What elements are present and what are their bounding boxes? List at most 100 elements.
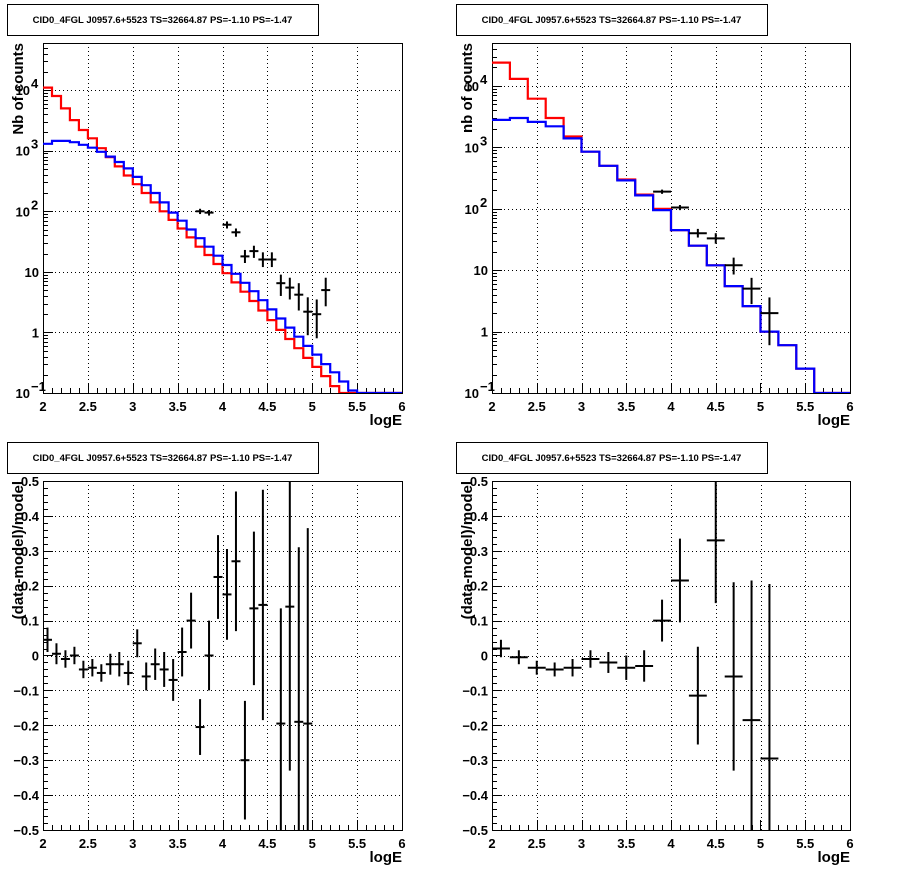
axis-ticks <box>43 481 403 831</box>
chart-panel-1: CID0_4FGL J0957.6+5523 TS=32664.87 PS=-1… <box>7 4 406 429</box>
chart-title: CID0_4FGL J0957.6+5523 TS=32664.87 PS=-1… <box>33 15 293 26</box>
y-tick-exponent: 2 <box>31 197 38 212</box>
y-tick-label: −0.2 <box>13 718 39 733</box>
data-point <box>69 646 79 665</box>
x-tick-label: 5 <box>309 399 316 414</box>
data-point <box>653 599 671 642</box>
data-point <box>231 228 241 237</box>
x-tick-label: 4.5 <box>707 836 725 851</box>
y-tick-label: −0.4 <box>13 788 39 803</box>
y-tick-label: 0 <box>481 649 488 664</box>
y-tick-label: 0.2 <box>21 579 39 594</box>
data-point <box>276 608 286 830</box>
y-tick-label: −0.3 <box>462 753 488 768</box>
data-point <box>742 277 761 305</box>
data-point <box>150 648 160 680</box>
x-tick-label: 5 <box>757 836 764 851</box>
plot-area <box>43 481 313 830</box>
y-axis-title: (data-model)/model <box>459 481 476 619</box>
y-tick-label: 1 <box>481 325 488 340</box>
x-tick-label: 2 <box>39 399 46 414</box>
x-tick-label: 3.5 <box>169 399 187 414</box>
chart-panel-3: CID0_4FGL J0957.6+5523 TS=32664.87 PS=-1… <box>7 442 406 866</box>
x-tick-label: 3 <box>129 399 136 414</box>
data-point <box>285 481 295 771</box>
x-tick-label: 4 <box>219 399 227 414</box>
data-point <box>303 297 313 336</box>
y-axis-title: nb of counts <box>459 43 476 133</box>
y-tick-label: 10 <box>465 202 479 217</box>
y-tick-label: −0.5 <box>13 823 39 838</box>
x-tick-label: 5 <box>309 836 316 851</box>
data-point <box>186 592 196 649</box>
axis-ticks <box>492 481 851 831</box>
data-point <box>240 249 250 264</box>
y-tick-exponent: 3 <box>480 133 487 148</box>
x-tick-label: 4 <box>219 836 227 851</box>
histogram-series-blue <box>492 116 850 393</box>
axis-ticks <box>492 43 851 394</box>
x-tick-label: 3.5 <box>617 399 635 414</box>
x-tick-label: 2 <box>39 836 46 851</box>
title-box <box>456 4 768 36</box>
plot-area <box>43 86 402 393</box>
data-point <box>204 209 214 216</box>
data-point <box>760 583 779 830</box>
y-tick-exponent: −1 <box>31 379 46 394</box>
x-tick-label: 3 <box>129 836 136 851</box>
data-point <box>249 245 259 258</box>
data-point <box>177 627 187 677</box>
x-tick-label: 5.5 <box>796 836 814 851</box>
data-point <box>60 650 70 668</box>
chart-title: CID0_4FGL J0957.6+5523 TS=32664.87 PS=-1… <box>482 15 742 26</box>
data-point <box>43 627 52 653</box>
x-tick-label: 2 <box>488 399 495 414</box>
data-point <box>123 660 133 686</box>
chart-panel-2: CID0_4FGL J0957.6+5523 TS=32664.87 PS=-1… <box>456 4 854 429</box>
data-point <box>760 297 779 346</box>
x-tick-label: 6 <box>846 399 853 414</box>
data-point <box>159 652 169 687</box>
title-box <box>7 442 319 474</box>
data-point <box>492 639 510 658</box>
data-point <box>141 662 151 691</box>
y-tick-label: 0.3 <box>470 544 488 559</box>
data-point <box>222 549 232 640</box>
y-tick-label: 0 <box>32 649 39 664</box>
y-axis-title: (data-model)/model <box>10 481 27 619</box>
axis-ticks <box>43 43 403 394</box>
data-point <box>51 643 61 665</box>
data-point <box>168 658 178 701</box>
data-point <box>742 580 761 830</box>
y-tick-label: 10 <box>16 83 30 98</box>
grid-lines <box>492 481 851 831</box>
y-tick-label: 0.4 <box>470 509 489 524</box>
chart-title: CID0_4FGL J0957.6+5523 TS=32664.87 PS=-1… <box>482 453 742 464</box>
data-point <box>276 274 286 296</box>
x-tick-label: 2 <box>488 836 495 851</box>
data-point <box>724 257 743 275</box>
data-point <box>706 233 725 244</box>
y-tick-label: 10 <box>465 386 479 401</box>
data-point <box>321 277 331 307</box>
chart-panel-4: CID0_4FGL J0957.6+5523 TS=32664.87 PS=-1… <box>456 442 854 866</box>
data-point <box>105 653 115 675</box>
data-point <box>671 205 689 211</box>
y-tick-label: 10 <box>16 144 30 159</box>
y-tick-label: 0.3 <box>21 544 39 559</box>
y-tick-label: 10 <box>16 204 30 219</box>
data-point <box>724 582 743 771</box>
data-point <box>213 535 223 619</box>
x-tick-label: 3 <box>578 399 585 414</box>
data-point <box>312 299 322 339</box>
data-point <box>222 221 232 229</box>
data-point <box>563 658 582 677</box>
grid-lines <box>43 481 403 831</box>
data-point <box>258 252 268 268</box>
data-point <box>617 655 636 680</box>
x-tick-label: 4 <box>667 836 675 851</box>
y-tick-label: 0.1 <box>21 614 39 629</box>
x-tick-label: 2.5 <box>79 399 97 414</box>
y-tick-label: 0.5 <box>470 474 488 489</box>
